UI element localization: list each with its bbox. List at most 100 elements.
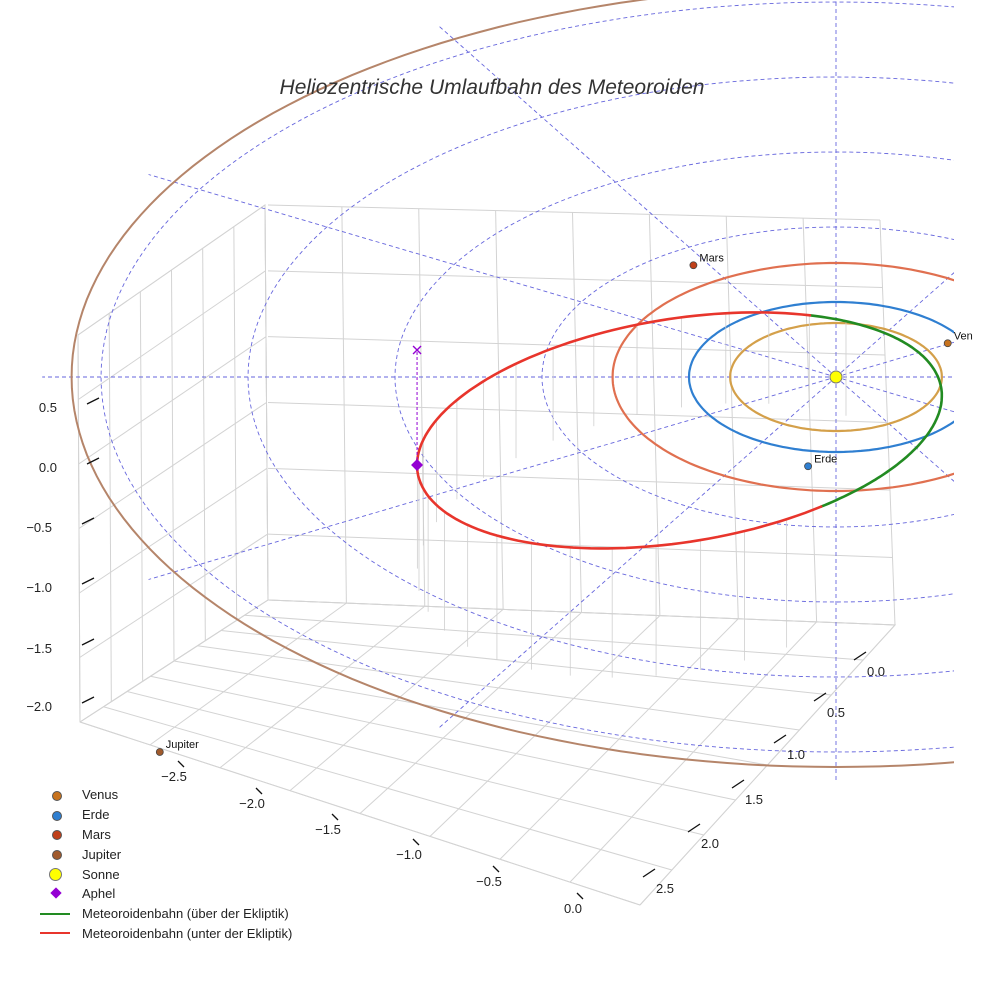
- x-tick-mark: [412, 838, 420, 846]
- planet-label-jupiter: Jupiter: [166, 739, 199, 751]
- back-grid-line: [267, 204, 881, 221]
- y-tick-mark: [731, 779, 745, 789]
- legend-marker: [38, 788, 74, 802]
- z-tick-mark: [81, 577, 95, 585]
- legend-item: Jupiter: [38, 844, 292, 864]
- reference-spoke: [148, 376, 837, 580]
- y-tick-label: 0.0: [867, 664, 885, 679]
- y-tick-mark: [687, 823, 701, 833]
- y-tick-label: 1.0: [787, 747, 805, 762]
- aphel-marker: [411, 459, 424, 472]
- legend-label: Mars: [82, 826, 111, 842]
- back-grid-line: [267, 270, 883, 288]
- planet-orbits: [70, 0, 954, 769]
- y-tick-mark: [773, 734, 787, 744]
- legend-label: Erde: [82, 807, 110, 823]
- floor-grid-line: [244, 614, 864, 661]
- legend-label: Sonne: [82, 866, 120, 882]
- back-grid-line: [267, 533, 893, 558]
- chart-title: Heliozentrische Umlaufbahn des Meteoroid…: [280, 76, 705, 99]
- axis-ticks: 0.5 0.0 −0.5 −1.0 −1.5 −2.0 −2.5 −2.0 −1.5 −1.0 −0…: [26, 397, 885, 916]
- legend-item: Sonne: [38, 864, 292, 884]
- x-tick-mark: [492, 865, 500, 873]
- reference-grid: [42, 0, 954, 782]
- z-tick-label: 0.5: [39, 400, 57, 415]
- legend-marker: [38, 867, 74, 882]
- z-tick-mark: [81, 696, 95, 704]
- legend-label: Meteoroidenbahn (unter der Ekliptik): [82, 925, 293, 941]
- legend-label: Meteoroidenbahn (über der Ekliptik): [82, 906, 289, 922]
- z-tick-label: 0.0: [39, 460, 57, 475]
- back-grid-line: [267, 336, 886, 356]
- y-tick-mark: [853, 651, 867, 661]
- legend-marker: [38, 907, 74, 921]
- back-grid-line: [267, 599, 896, 626]
- z-tick-mark: [86, 457, 100, 465]
- legend-marker: [38, 926, 74, 940]
- z-tick-label: −0.5: [26, 520, 52, 535]
- z-tick-label: −1.5: [26, 641, 52, 656]
- z-tick-mark: [86, 397, 100, 405]
- legend-label: Venus: [82, 787, 119, 803]
- planet-marker-erde: [804, 462, 812, 471]
- planet-marker-mars: [689, 261, 698, 270]
- z-tick-mark: [81, 638, 95, 646]
- x-tick-mark: [177, 760, 185, 768]
- wall-grid-line: [79, 599, 269, 723]
- x-tick-label: −2.5: [161, 769, 187, 784]
- z-tick-label: −1.0: [26, 580, 52, 595]
- legend-item: Aphel: [38, 884, 292, 904]
- legend-label: Aphel: [82, 886, 116, 902]
- orbit-erde: [687, 300, 954, 454]
- x-tick-label: −2.0: [239, 796, 265, 811]
- legend-item: Mars: [38, 825, 292, 845]
- reference-spoke: [835, 376, 954, 413]
- y-tick-mark: [642, 868, 656, 878]
- floor-grid-line: [197, 645, 800, 731]
- legend-marker: [38, 847, 74, 861]
- reference-spoke: [438, 376, 837, 729]
- planet-marker-venus: [943, 339, 952, 348]
- back-grid-line: [264, 204, 269, 601]
- orbit-above-ecliptic: [808, 314, 944, 508]
- legend-marker: [38, 887, 74, 901]
- aphel-projection-marker: [412, 345, 422, 355]
- floor-grid-line: [103, 706, 673, 871]
- x-tick-label: 0.0: [564, 901, 582, 916]
- x-tick-label: −1.0: [396, 847, 422, 862]
- planet-label-mars: Mars: [699, 252, 724, 264]
- orbit-mars: [611, 261, 954, 493]
- floor-grid-line: [79, 721, 641, 906]
- reference-spoke: [148, 174, 837, 378]
- wall-grid-line: [78, 402, 267, 529]
- planet-label-venus: Ven: [954, 330, 973, 342]
- y-tick-label: 2.0: [701, 836, 719, 851]
- y-tick-label: 2.5: [656, 881, 674, 896]
- legend: Venus Erde Mars Jupiter Sonne Aphel Meteoroide…: [38, 785, 292, 943]
- floor-grid-line: [126, 691, 704, 836]
- legend-marker: [38, 827, 74, 841]
- wall-grid-line: [78, 336, 267, 465]
- legend-item: Meteoroidenbahn (über der Ekliptik): [38, 904, 292, 924]
- reference-spoke: [438, 25, 837, 378]
- meteoroid-orbit: [415, 311, 944, 550]
- planet-marker-jupiter: [155, 748, 164, 756]
- legend-label: Jupiter: [82, 846, 122, 862]
- z-tick-mark: [81, 517, 95, 525]
- z-tick-label: −2.0: [26, 699, 52, 714]
- orbit-venus: [729, 321, 943, 433]
- planet-label-erde: Erde: [814, 453, 837, 465]
- legend-marker: [38, 808, 74, 822]
- x-tick-mark: [255, 787, 263, 795]
- back-grid-line: [267, 467, 891, 491]
- floor-grid-line: [220, 630, 832, 696]
- x-tick-mark: [576, 892, 584, 900]
- floor-grid-line: [173, 660, 768, 766]
- legend-item: Venus: [38, 785, 292, 805]
- markers: Ven Erde Mars Jupiter: [155, 252, 973, 756]
- y-tick-label: 1.5: [745, 792, 763, 807]
- back-grid-line: [267, 402, 888, 423]
- wall-grid-line: [79, 533, 268, 658]
- floor-grid-line: [150, 675, 736, 801]
